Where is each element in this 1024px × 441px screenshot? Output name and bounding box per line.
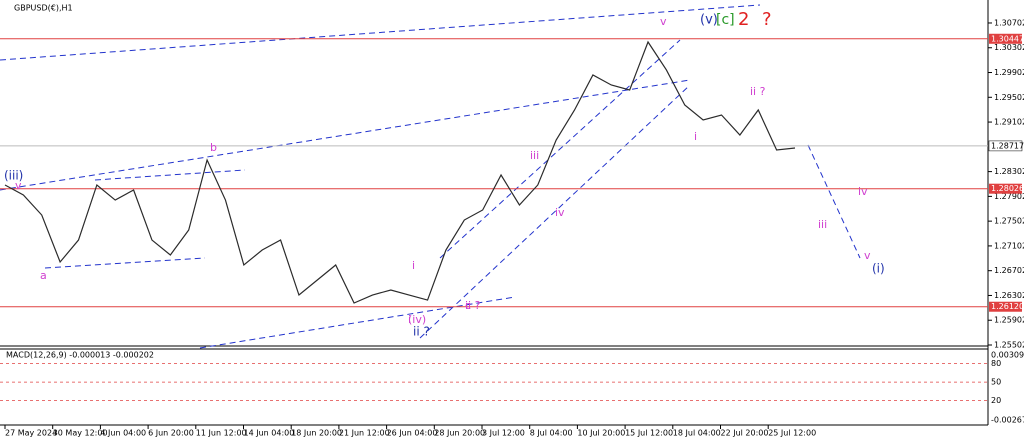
y-tick-label: 1.30302 — [994, 43, 1024, 52]
trend-line — [199, 296, 516, 349]
wave-label: (i) — [872, 262, 885, 276]
trend-lines — [0, 4, 861, 349]
wave-label: v — [864, 249, 871, 262]
level-tag — [989, 183, 1022, 194]
wave-label: iv — [858, 185, 868, 198]
wave-label: ii ? — [413, 325, 430, 339]
wave-label: i — [694, 130, 697, 143]
y-tick-label: 1.28302 — [994, 167, 1024, 176]
x-tick-label: 8 Jul 04:00 — [530, 429, 573, 438]
macd-tick-label: -0.002673 — [991, 416, 1024, 425]
macd-level-label: 80 — [991, 359, 1001, 368]
y-tick-label: 1.25902 — [994, 316, 1024, 325]
level-tag — [989, 33, 1022, 44]
x-tick-label: 30 May 12:00 — [53, 429, 108, 438]
x-tick-label: 28 Jun 20:00 — [434, 429, 485, 438]
y-tick-label: 1.30702 — [994, 18, 1024, 27]
y-tick-label: 1.29902 — [994, 68, 1024, 77]
x-tick-label: 11 Jun 12:00 — [196, 429, 247, 438]
y-tick-label: 1.27902 — [994, 192, 1024, 201]
x-tick-label: 27 May 2024 — [5, 429, 57, 438]
wave-label: (iii) — [4, 169, 23, 183]
wave-label: iii — [818, 218, 827, 231]
x-tick-label: 26 Jun 04:00 — [387, 429, 438, 438]
wave-label: c — [465, 299, 471, 312]
projection — [807, 144, 861, 259]
macd-level-label: 20 — [991, 396, 1001, 405]
level-label: 1.26120 — [991, 302, 1024, 311]
trend-line — [439, 39, 681, 259]
wave-label: (iv) — [408, 313, 426, 326]
x-tick-label: 21 Jun 12:00 — [339, 429, 390, 438]
y-tick-label: 1.25502 — [994, 341, 1024, 350]
level-label: 1.28026 — [991, 184, 1024, 193]
price-line — [4, 40, 796, 304]
trend-line — [0, 4, 761, 61]
y-tick-label: 1.26702 — [994, 266, 1024, 275]
x-tick-label: 4 Jun 04:00 — [100, 429, 146, 438]
wave-label: i — [412, 259, 415, 272]
x-tick-label: 18 Jul 04:00 — [673, 429, 721, 438]
wave-label: iii — [530, 149, 539, 162]
wave-label: v — [15, 179, 22, 192]
wave-label: (v) — [700, 13, 718, 28]
x-tick-label: 22 Jul 20:00 — [721, 429, 769, 438]
trend-line — [419, 84, 691, 339]
macd-title: MACD(12,26,9) -0.000013 -0.000202 — [6, 351, 154, 360]
wave-label: i — [408, 313, 411, 326]
wave-label: a — [40, 269, 47, 282]
x-tick-label: 6 Jun 20:00 — [148, 429, 194, 438]
x-tick-label: 25 Jul 12:00 — [768, 429, 816, 438]
x-tick-label: 10 Jul 20:00 — [577, 429, 625, 438]
wave-label: iv — [555, 206, 565, 219]
macd-tick-label: 0.003099 — [991, 351, 1024, 360]
wave-label: v — [660, 15, 667, 28]
trend-line — [0, 79, 691, 191]
y-tick-label: 1.29102 — [994, 118, 1024, 127]
trend-line — [94, 169, 246, 181]
trend-line — [44, 257, 206, 269]
wave-label: 2 — [738, 9, 749, 30]
wave-label: [c] — [716, 12, 735, 28]
macd-level-label: 50 — [991, 378, 1001, 387]
y-tick-label: 1.27502 — [994, 217, 1024, 226]
price-tag — [988, 140, 1023, 152]
chart-title: GBPUSD(€),H1 — [14, 4, 73, 13]
y-tick-label: 1.29502 — [994, 93, 1024, 102]
level-tag — [989, 301, 1022, 312]
x-tick-label: 3 Jul 12:00 — [482, 429, 525, 438]
y-tick-label: 1.27102 — [994, 241, 1024, 250]
wave-label: ii ? — [465, 299, 481, 312]
wave-label: ? — [762, 9, 772, 30]
x-tick-label: 18 Jun 20:00 — [291, 429, 342, 438]
current-price-label: 1.28717 — [991, 141, 1024, 150]
y-tick-label: 1.26302 — [994, 291, 1024, 300]
x-tick-label: 14 Jun 04:00 — [244, 429, 295, 438]
x-tick-label: 15 Jul 12:00 — [625, 429, 673, 438]
level-label: 1.30447 — [991, 34, 1024, 43]
wave-label: b — [210, 141, 217, 154]
wave-label: ii ? — [750, 85, 766, 98]
